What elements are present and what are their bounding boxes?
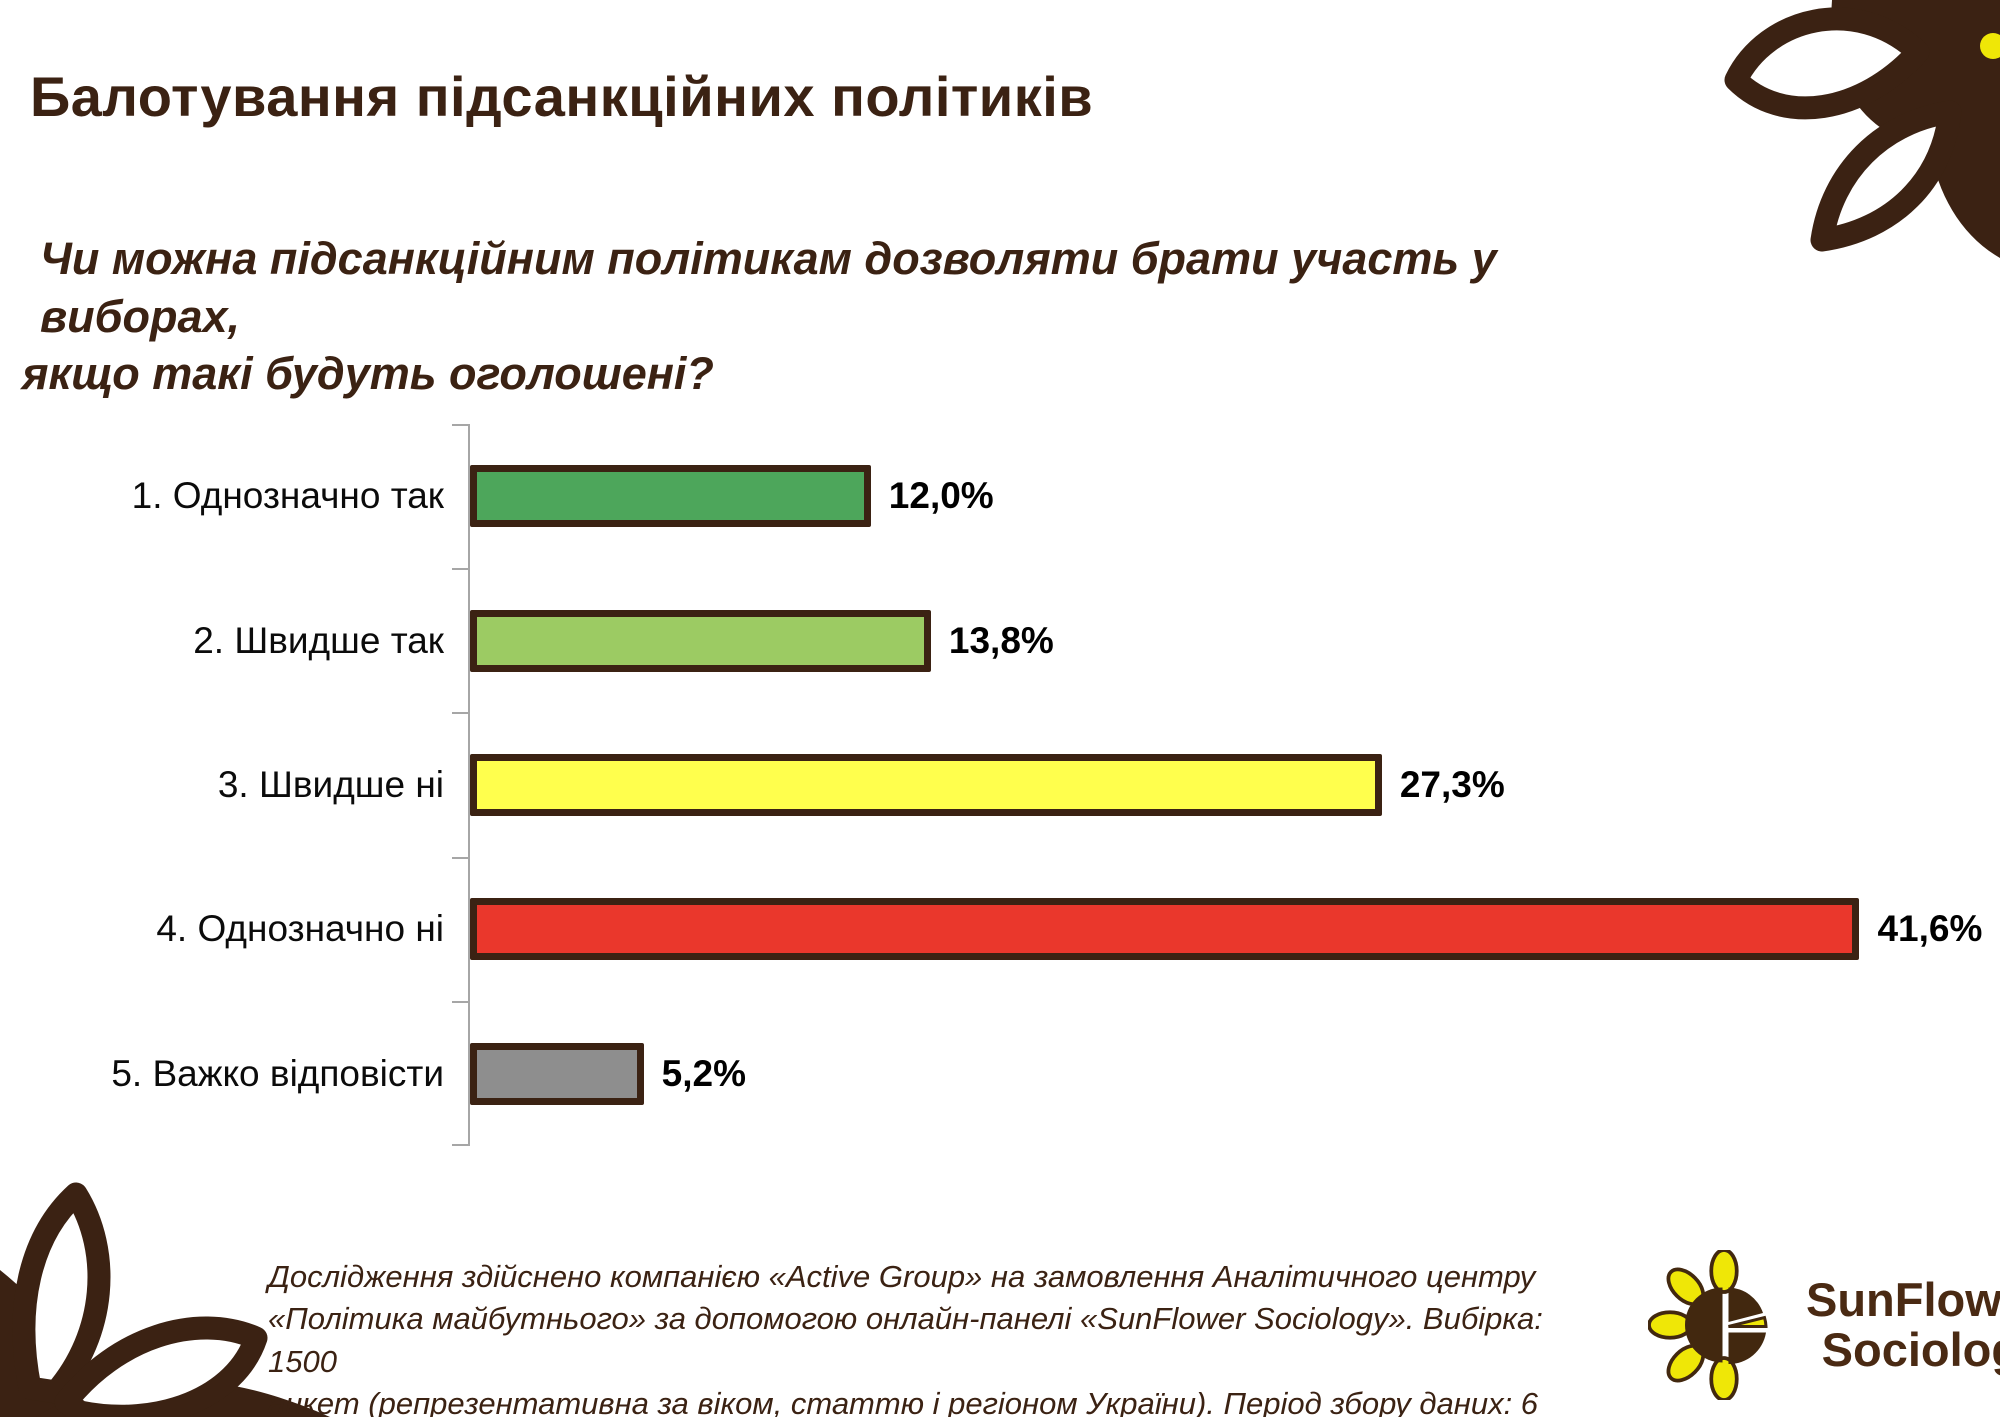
category-label: 2. Швидше так <box>193 619 444 661</box>
axis-tick <box>452 1001 469 1003</box>
category-label: 1. Однозначно так <box>131 475 444 517</box>
axis-tick <box>452 568 469 570</box>
bar-value-label: 41,6% <box>1877 908 1983 950</box>
bar-row: 1. Однозначно так 12,0% <box>0 424 1960 568</box>
bar-value-label: 13,8% <box>948 619 1054 661</box>
logo-line2: Sociology <box>1821 1323 2000 1376</box>
bar-shvydshe-tak <box>470 609 931 672</box>
category-label: 4. Однозначно ні <box>156 908 444 950</box>
bar-value-label: 12,0% <box>888 475 994 517</box>
methodology-note-line: Дослідження здійснено компанією «Active … <box>268 1259 1536 1294</box>
bar-row: 5. Важко відповісти 5,2% <box>0 1002 1960 1146</box>
axis-tick <box>452 712 469 714</box>
methodology-note-line: «Політика майбутнього» за допомогою онла… <box>268 1301 1543 1379</box>
axis-tick <box>452 1144 469 1146</box>
page-title: Балотування підсанкційних політиків <box>30 65 1094 128</box>
value-axis-line <box>468 424 470 1146</box>
chart-question: Чи можна підсанкційним політикам дозволя… <box>22 230 1582 403</box>
category-label: 3. Швидше ні <box>217 763 444 805</box>
bar-vazhko-vidpovisty <box>470 1042 644 1105</box>
bar-value-label: 5,2% <box>661 1052 747 1094</box>
sunflower-sociology-logo: SunFlower Sociology <box>1648 1250 2000 1400</box>
logo-line1: SunFlower <box>1806 1273 2000 1327</box>
category-label: 5. Важко відповісти <box>111 1052 444 1094</box>
bar-row: 2. Швидше так 13,8% <box>0 568 1960 712</box>
bar-value-label: 27,3% <box>1399 763 1505 805</box>
chart-question-line1: Чи можна підсанкційним політикам дозволя… <box>40 233 1497 342</box>
bar-odnoznachno-ni <box>470 898 1860 961</box>
bar-rows: 1. Однозначно так 12,0% 2. Швидше так 13… <box>0 424 1982 1146</box>
logo-wordmark: SunFlower Sociology <box>1806 1275 2000 1375</box>
bar-odnoznachno-tak <box>470 465 871 528</box>
methodology-note: Дослідження здійснено компанією «Active … <box>268 1256 1598 1417</box>
flower-decoration-top-right-icon <box>1724 0 2000 258</box>
axis-tick <box>452 424 469 426</box>
bar-row: 3. Швидше ні 27,3% <box>0 713 1960 857</box>
bar-row: 4. Однозначно ні 41,6% <box>0 857 1982 1001</box>
sunflower-pie-icon <box>1648 1250 1768 1400</box>
bar-shvydshe-ni <box>470 753 1382 816</box>
chart-question-line2: якщо такі будуть оголошені? <box>22 348 714 400</box>
methodology-note-line: анкет (репрезентативна за віком, статтю … <box>268 1386 1539 1417</box>
bar-chart: 1. Однозначно так 12,0% 2. Швидше так 13… <box>0 424 1982 1146</box>
axis-tick <box>452 857 469 859</box>
